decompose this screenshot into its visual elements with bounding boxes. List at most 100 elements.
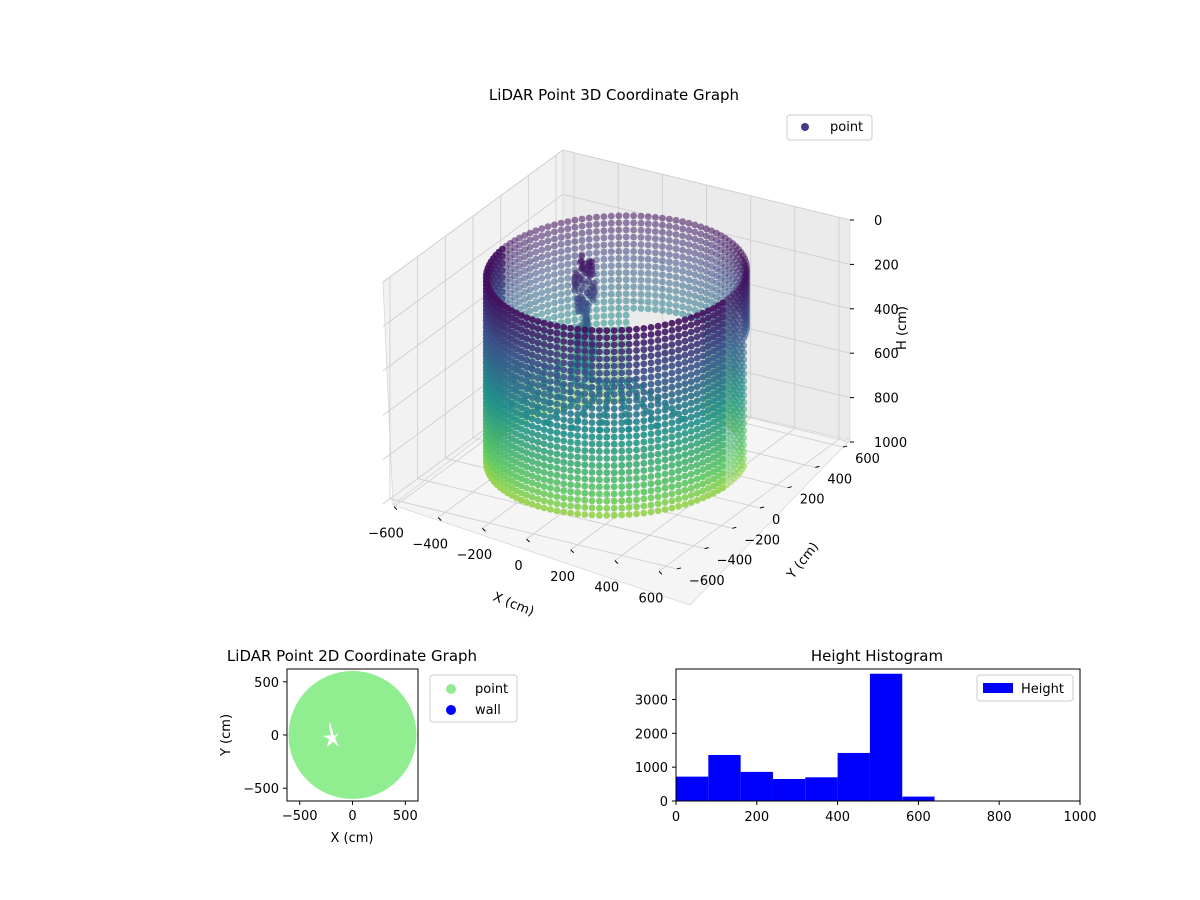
point-marker (603, 440, 611, 448)
point-marker (665, 237, 673, 244)
point-marker (675, 353, 682, 361)
point-marker (702, 289, 710, 297)
point-marker (574, 403, 581, 411)
point-marker (647, 359, 655, 367)
point-marker (532, 241, 540, 249)
point-marker (647, 387, 655, 395)
point-marker (687, 364, 695, 371)
point-marker (691, 249, 699, 257)
point-marker (668, 348, 676, 356)
point-marker (687, 463, 695, 471)
point-marker (518, 489, 525, 497)
point-marker (675, 346, 682, 354)
point-marker (567, 381, 574, 389)
point-marker (581, 496, 589, 504)
point-marker (534, 488, 542, 496)
point-marker (547, 356, 554, 364)
point-marker (652, 242, 659, 250)
point-marker (679, 303, 686, 311)
point-marker (622, 318, 630, 326)
x-tick-label-hist: 400 (825, 810, 850, 825)
histogram-bar (902, 796, 935, 801)
point-marker (668, 390, 676, 398)
point-marker (603, 391, 611, 398)
point-marker (647, 480, 655, 488)
point-marker (647, 345, 655, 353)
point-marker (593, 228, 600, 235)
point-marker (647, 366, 655, 374)
point-marker (618, 440, 626, 448)
point-marker (574, 347, 581, 354)
point-marker (710, 312, 717, 319)
point-marker (691, 257, 699, 264)
point-marker (699, 345, 707, 353)
point-marker (659, 299, 666, 307)
point-marker (693, 354, 701, 362)
point-marker (675, 396, 682, 404)
point-marker (534, 410, 542, 418)
point-marker (596, 355, 603, 363)
point-marker (672, 231, 680, 238)
point-marker (633, 403, 640, 411)
point-marker (547, 406, 554, 414)
point-marker (668, 447, 676, 455)
point-marker (661, 477, 669, 485)
point-marker (544, 308, 552, 316)
point-marker (581, 326, 589, 334)
point-marker (618, 483, 626, 490)
point-marker (652, 213, 659, 221)
point-marker (585, 250, 593, 257)
point-marker (560, 423, 568, 431)
point-marker (654, 408, 662, 415)
point-marker (644, 234, 652, 242)
point-marker (567, 488, 574, 496)
point-marker (528, 380, 536, 387)
point-marker (574, 382, 581, 390)
point-marker (581, 340, 589, 348)
point-marker (588, 369, 596, 377)
point-marker (588, 447, 596, 455)
point-marker (618, 497, 626, 505)
point-marker (523, 484, 531, 492)
point-marker (567, 452, 574, 460)
point-marker (532, 284, 540, 291)
point-marker (581, 447, 589, 454)
point-marker (607, 212, 615, 220)
point-marker (644, 248, 652, 256)
point-marker (675, 439, 682, 446)
point-marker (693, 397, 701, 405)
histogram-bar (869, 673, 903, 801)
point-marker (691, 264, 699, 271)
point-marker (691, 228, 699, 236)
point-marker (625, 411, 633, 419)
point-marker (534, 438, 542, 446)
point-marker (675, 375, 682, 382)
point-marker (593, 213, 600, 221)
histogram-bar (708, 754, 741, 801)
point-marker (654, 344, 662, 351)
point-marker (675, 481, 682, 489)
point-marker (607, 305, 615, 312)
point-marker (540, 419, 548, 426)
point-marker (538, 282, 546, 289)
point-marker (693, 418, 701, 426)
point-marker (633, 460, 640, 468)
point-marker (637, 298, 645, 305)
point-marker (540, 497, 548, 505)
point-marker (672, 302, 680, 309)
point-marker (540, 433, 548, 441)
x-tick-3d (526, 538, 530, 543)
point-marker (596, 412, 603, 420)
point-marker (532, 248, 540, 256)
point-marker (600, 312, 608, 320)
point-marker (553, 329, 561, 337)
point-marker (610, 384, 618, 391)
point-marker (557, 283, 565, 291)
point-marker (540, 341, 548, 348)
x-tick-label-3d: 0 (514, 559, 522, 574)
point-marker (633, 375, 640, 383)
x-tick-label-hist: 0 (672, 810, 680, 825)
point-marker (699, 487, 707, 495)
point-marker (544, 251, 552, 259)
point-marker (685, 262, 693, 270)
